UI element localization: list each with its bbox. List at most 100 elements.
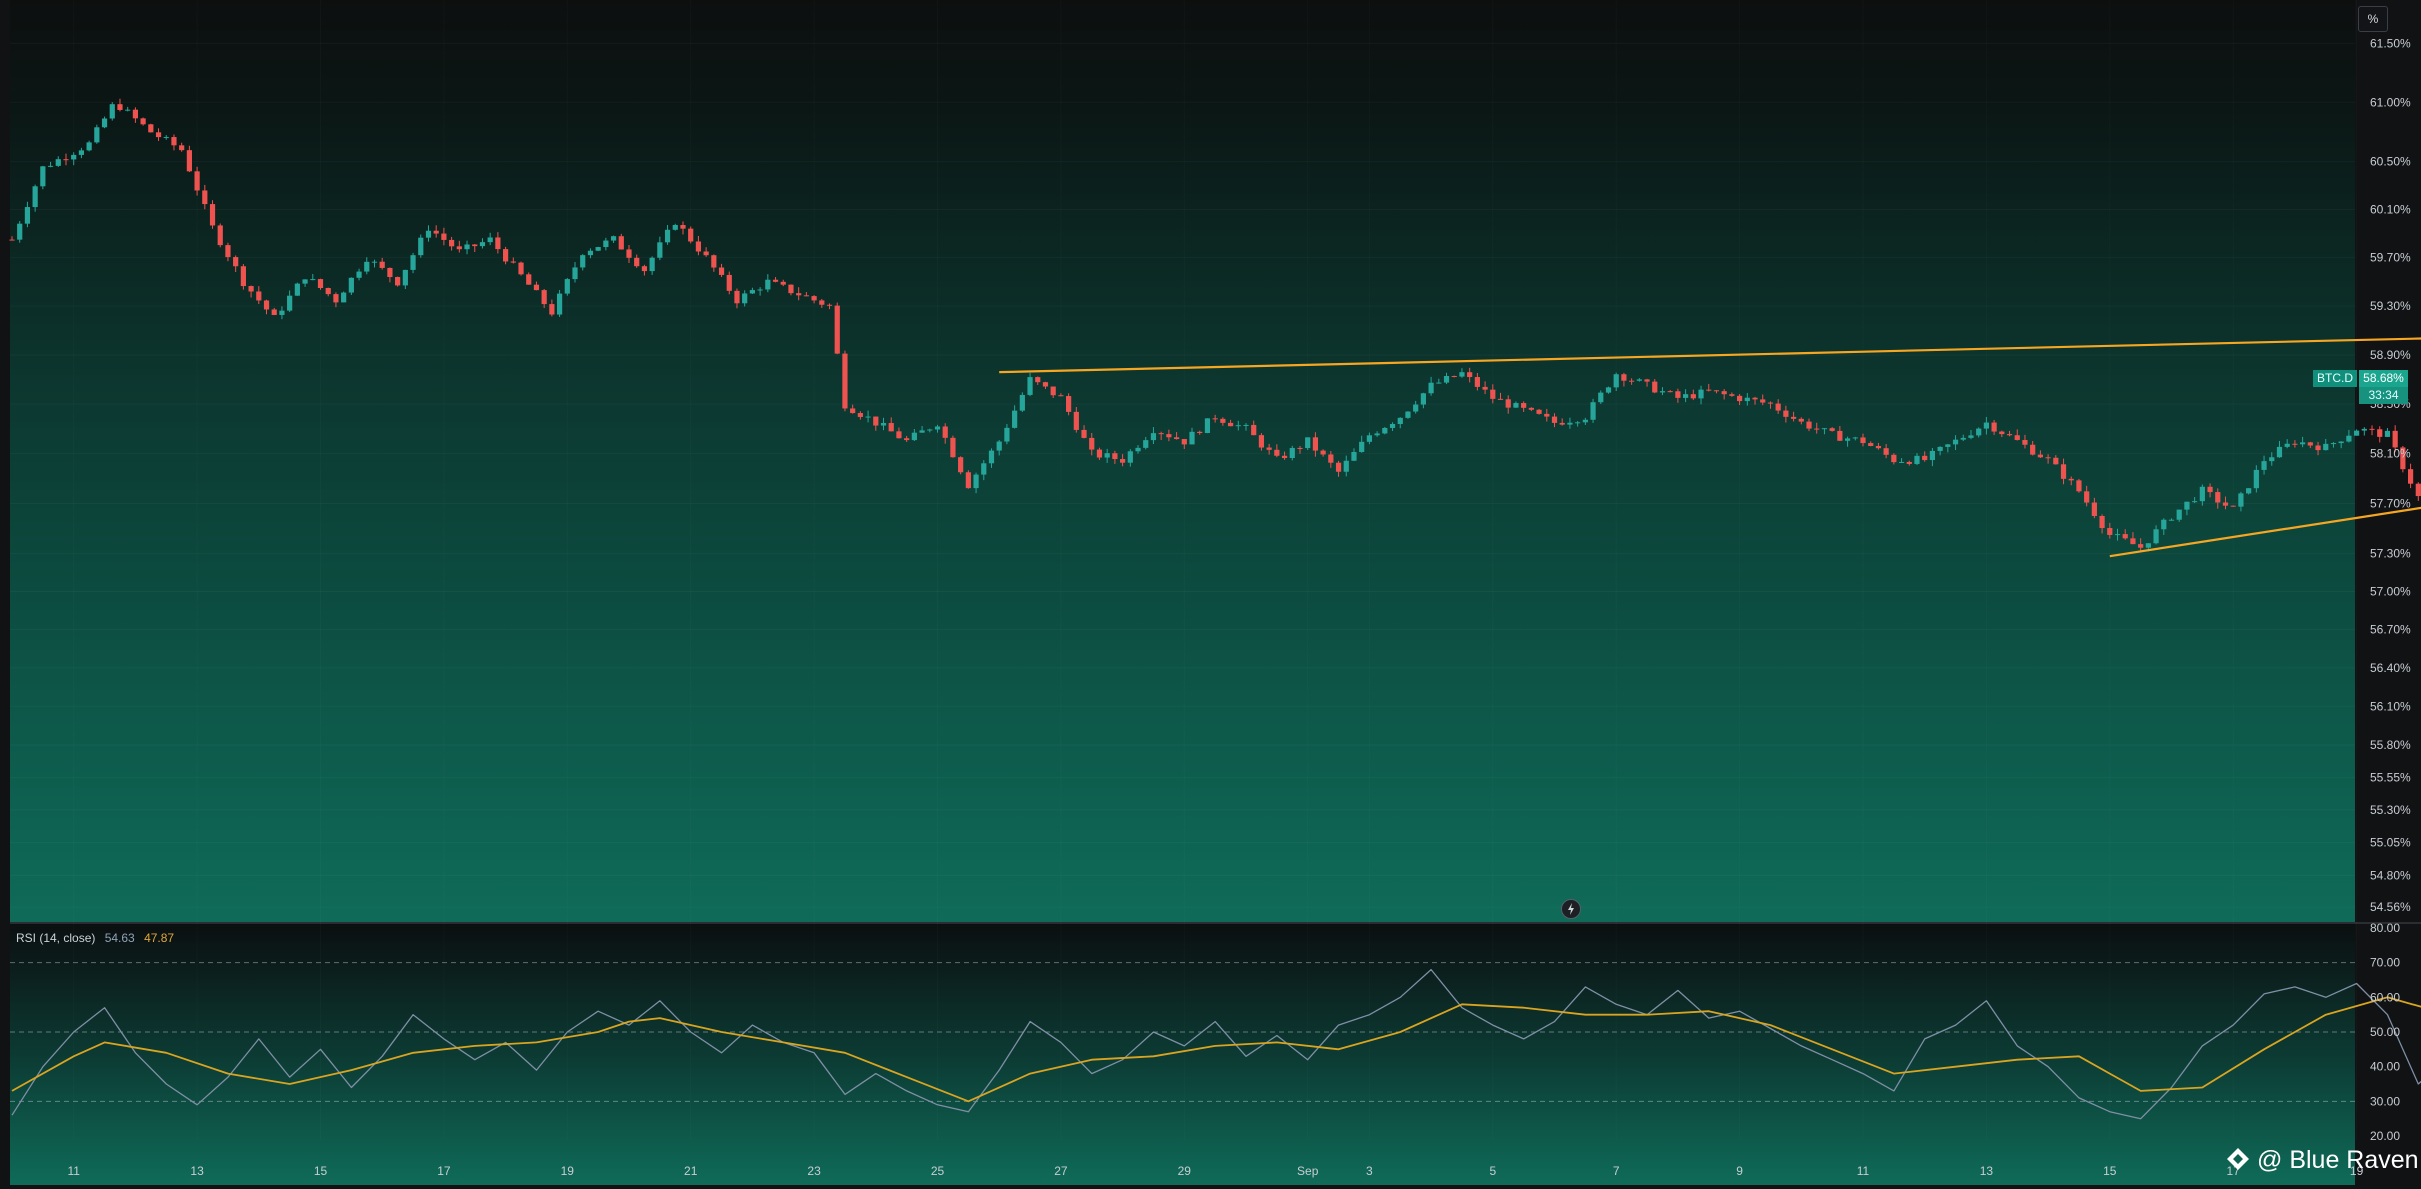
trendline-drawings[interactable] [999, 294, 2421, 558]
candle-body [927, 429, 933, 431]
candle-body [1297, 447, 1303, 449]
rsi-tick-label: 40.00 [2370, 1060, 2400, 1074]
candle-body [2215, 492, 2221, 503]
candle-body [24, 207, 31, 224]
time-tick-label: 11 [67, 1164, 80, 1178]
time-tick-label: 29 [1178, 1164, 1192, 1178]
lightning-icon[interactable] [1561, 899, 1581, 919]
rsi-legend[interactable]: RSI (14, close) 54.63 47.87 [16, 931, 174, 945]
rsi-legend-label: RSI (14, close) [16, 931, 96, 945]
rsi-axis[interactable]: 80.00 70.00 60.00 50.00 40.00 30.00 20.00 [2370, 921, 2400, 1143]
candle-body [2014, 435, 2020, 440]
candle-body [1050, 386, 1056, 396]
candle-body [950, 437, 956, 458]
candle-body [1945, 444, 1951, 447]
candle-body [410, 255, 416, 270]
candle-body [695, 241, 702, 252]
price-tick-label: 59.70% [2370, 251, 2411, 265]
price-tick-label: 58.90% [2370, 348, 2411, 362]
candle-body [958, 457, 964, 473]
candle-body [456, 246, 462, 250]
candle-body [240, 266, 246, 287]
candle-body [1837, 430, 1843, 441]
candle-body [826, 304, 833, 306]
candle-body [233, 257, 239, 267]
candle-body [749, 290, 755, 294]
candle-body [71, 154, 77, 160]
candle-body [1844, 438, 1851, 441]
candle-body [1868, 443, 1874, 446]
candle-body [1312, 437, 1319, 451]
candle-body [1166, 434, 1172, 438]
candle-body [1659, 391, 1666, 393]
candle-body [1636, 379, 1642, 381]
price-tick-label: 55.30% [2370, 803, 2411, 817]
candle-body [1706, 389, 1712, 391]
candle-body [1459, 372, 1465, 377]
candle-body [842, 353, 848, 409]
candle-body [610, 236, 617, 241]
candle-body [1158, 433, 1164, 435]
candle-body [1096, 449, 1103, 458]
candle-body [587, 250, 594, 256]
candle-body [1567, 422, 1573, 425]
time-axis[interactable]: 11131517192123252729Sep35791113151719212… [67, 1164, 2421, 1178]
candle-body [1737, 395, 1743, 402]
candle-body [1698, 389, 1704, 399]
candle-body [1197, 431, 1203, 434]
candle-body [1073, 411, 1079, 430]
candle-body [1652, 381, 1658, 393]
time-tick-label: 15 [2103, 1164, 2117, 1178]
candle-body [1451, 375, 1457, 377]
candle-body [1289, 447, 1295, 459]
price-axis[interactable]: 61.50% 61.00% 60.50% 60.10% 59.70% 59.30% 58.9… [2370, 36, 2411, 914]
candle-body [425, 230, 432, 238]
candle-body [1081, 429, 1087, 438]
candle-body [880, 423, 887, 426]
candle-body [649, 257, 655, 272]
candle-body [1667, 391, 1673, 393]
candle-body [1644, 379, 1650, 382]
candle-body [9, 239, 15, 241]
price-tick-label: 61.00% [2370, 95, 2411, 109]
candle-body [1374, 433, 1380, 436]
candle-body [819, 300, 825, 305]
candle-body [1883, 448, 1889, 455]
candle-body [287, 295, 293, 311]
candle-body [1922, 455, 1928, 461]
candle-body [1852, 437, 1858, 439]
trendline-support[interactable] [2109, 307, 2421, 558]
candle-body [634, 257, 640, 267]
candle-body [1806, 421, 1812, 429]
candle-body [163, 137, 169, 139]
candle-body [1235, 425, 1241, 427]
candle-body [495, 237, 501, 250]
candle-body [2230, 505, 2236, 507]
logo-icon [2227, 1148, 2249, 1170]
trendline-resistance[interactable] [999, 294, 2421, 374]
candle-body [1790, 416, 1797, 419]
time-tick-label: 25 [931, 1164, 945, 1178]
candle-body [55, 159, 61, 166]
candle-body [2130, 538, 2136, 545]
candle-body [1999, 431, 2005, 435]
candle-body [2330, 443, 2337, 445]
candle-body [1605, 387, 1612, 393]
candle-body [1143, 440, 1149, 448]
candle-body [572, 267, 578, 280]
candle-body [279, 310, 285, 315]
candle-body [348, 277, 354, 293]
candle-body [333, 294, 339, 303]
candle-body [1305, 437, 1311, 449]
candle-body [1544, 413, 1550, 417]
percent-scale-button[interactable]: % [2358, 6, 2388, 32]
candle-body [796, 293, 802, 296]
candle-body [626, 249, 632, 258]
candle-body [1019, 394, 1025, 411]
candle-body [263, 300, 270, 310]
candle-body [618, 236, 624, 250]
candle-body [1536, 409, 1542, 414]
candle-body [934, 426, 941, 430]
candle-body [919, 430, 925, 433]
